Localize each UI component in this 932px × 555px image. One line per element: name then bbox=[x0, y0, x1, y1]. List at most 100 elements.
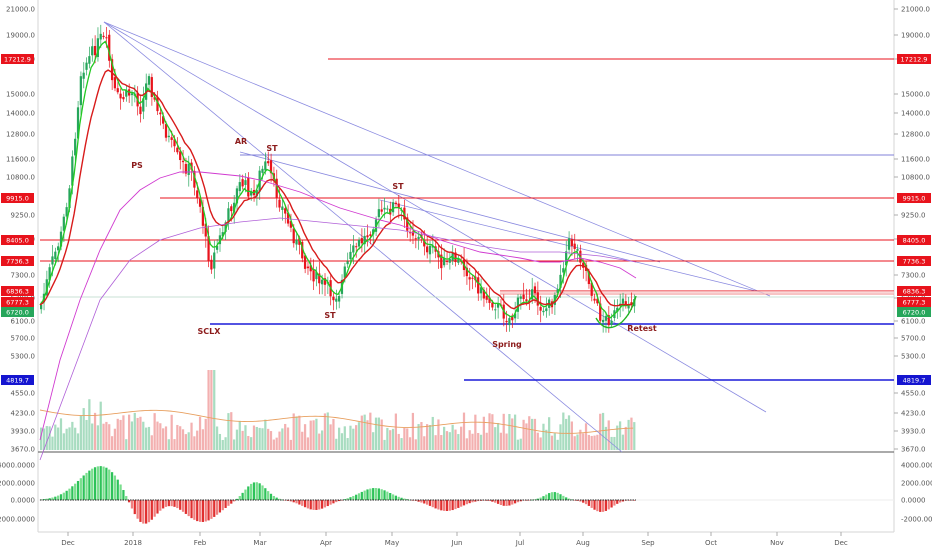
price-tick-label: 10800.0 bbox=[901, 174, 930, 182]
volume-bar bbox=[613, 436, 616, 450]
volume-bar bbox=[599, 413, 602, 450]
macd-bar bbox=[508, 500, 511, 506]
moving-averages bbox=[39, 40, 637, 461]
candle-body bbox=[485, 295, 488, 300]
volume-bar bbox=[443, 426, 446, 450]
candle-body bbox=[440, 254, 443, 269]
candle-body bbox=[383, 207, 386, 210]
macd-bar bbox=[258, 483, 261, 500]
x-tick-label: Nov bbox=[770, 539, 784, 547]
level-badge-right bbox=[897, 297, 931, 307]
macd-bar bbox=[320, 500, 324, 509]
candle-body bbox=[357, 239, 361, 247]
macd-bar bbox=[71, 486, 74, 500]
macd-bar bbox=[235, 498, 239, 500]
macd-bar bbox=[485, 500, 488, 501]
macd-bar bbox=[264, 488, 267, 500]
volume-bar bbox=[491, 414, 494, 450]
macd-bar bbox=[386, 491, 389, 500]
volume-bar bbox=[582, 433, 585, 450]
price-tick-label: 10800.0 bbox=[6, 174, 35, 182]
price-tick-label: 9250.0 bbox=[11, 212, 36, 220]
volume-bar bbox=[562, 412, 565, 450]
macd-bar bbox=[374, 488, 378, 500]
annotation-label: PS bbox=[131, 161, 143, 170]
macd-bar bbox=[548, 493, 551, 500]
volume-bar bbox=[210, 370, 213, 450]
volume-bar bbox=[349, 425, 352, 450]
volume-bar bbox=[315, 418, 318, 450]
volume-bar bbox=[102, 423, 105, 450]
level-badge-right bbox=[897, 307, 931, 317]
volume-bar bbox=[269, 431, 273, 450]
volume-bar bbox=[369, 412, 372, 450]
candle-body bbox=[607, 315, 610, 326]
volume-bar bbox=[607, 420, 610, 450]
candle-body bbox=[533, 286, 537, 294]
volume-bar bbox=[428, 424, 432, 450]
candle-body bbox=[102, 35, 105, 38]
candle-body bbox=[76, 107, 80, 139]
candle-body bbox=[411, 231, 415, 236]
candle-body bbox=[494, 309, 497, 311]
trend-line bbox=[103, 21, 771, 297]
annotation-label: ST bbox=[392, 182, 404, 191]
macd-bar bbox=[613, 500, 616, 506]
macd-bar bbox=[139, 500, 142, 522]
candle-body bbox=[173, 139, 176, 147]
macd-bar bbox=[187, 500, 190, 517]
macd-bar bbox=[366, 489, 369, 500]
volume-bar bbox=[224, 437, 227, 450]
volume-bar bbox=[343, 426, 346, 450]
volume-bar bbox=[167, 439, 170, 450]
macd-bar bbox=[275, 497, 278, 500]
candle-body bbox=[215, 245, 219, 250]
volume-bar bbox=[318, 433, 321, 450]
macd-bar bbox=[505, 500, 508, 506]
candle-body bbox=[227, 208, 230, 222]
level-badge-right bbox=[897, 375, 931, 385]
level-badge-label: 6836.3 bbox=[6, 287, 29, 295]
macd-bar bbox=[579, 500, 582, 502]
volume-bar bbox=[272, 439, 275, 450]
price-tick-label: 5300.0 bbox=[11, 353, 36, 361]
candle-body bbox=[153, 97, 156, 100]
volume-bar bbox=[54, 424, 57, 450]
ma-200-line bbox=[39, 217, 637, 461]
macd-bar bbox=[477, 500, 480, 502]
volume-bar bbox=[150, 435, 153, 450]
candle-body bbox=[93, 45, 97, 56]
volume-bar bbox=[247, 435, 250, 450]
volume-bar bbox=[440, 435, 443, 450]
volume-bar bbox=[119, 419, 122, 450]
macd-bar bbox=[42, 499, 46, 500]
macd-bar bbox=[85, 472, 88, 500]
macd-bar bbox=[227, 500, 230, 506]
volume-bar bbox=[130, 421, 134, 450]
macd-bar bbox=[513, 500, 517, 504]
macd-bar bbox=[116, 479, 119, 500]
candle-body bbox=[210, 259, 213, 270]
macd-bar bbox=[179, 500, 182, 510]
volume-bar bbox=[445, 431, 449, 450]
macd-bar bbox=[261, 485, 264, 500]
level-badge-label: 9915.0 bbox=[6, 194, 29, 202]
volume-bar bbox=[93, 412, 97, 450]
volume-bar bbox=[176, 424, 179, 450]
volume-bar bbox=[57, 427, 60, 450]
candle-body bbox=[465, 267, 468, 277]
macd-bar bbox=[494, 500, 497, 503]
candle-body bbox=[267, 161, 270, 164]
candle-body bbox=[565, 251, 568, 266]
volume-bar bbox=[238, 420, 241, 450]
price-tick-label: 6100.0 bbox=[11, 318, 36, 326]
candle-body bbox=[309, 265, 312, 272]
candle-body bbox=[255, 190, 258, 197]
candle-body bbox=[530, 289, 534, 300]
macd-bar bbox=[79, 478, 82, 500]
macd-bar bbox=[553, 492, 556, 500]
candle-body bbox=[105, 37, 108, 39]
volume-bar bbox=[170, 414, 173, 450]
macd-bar bbox=[147, 500, 151, 523]
macd-bar bbox=[565, 497, 568, 500]
